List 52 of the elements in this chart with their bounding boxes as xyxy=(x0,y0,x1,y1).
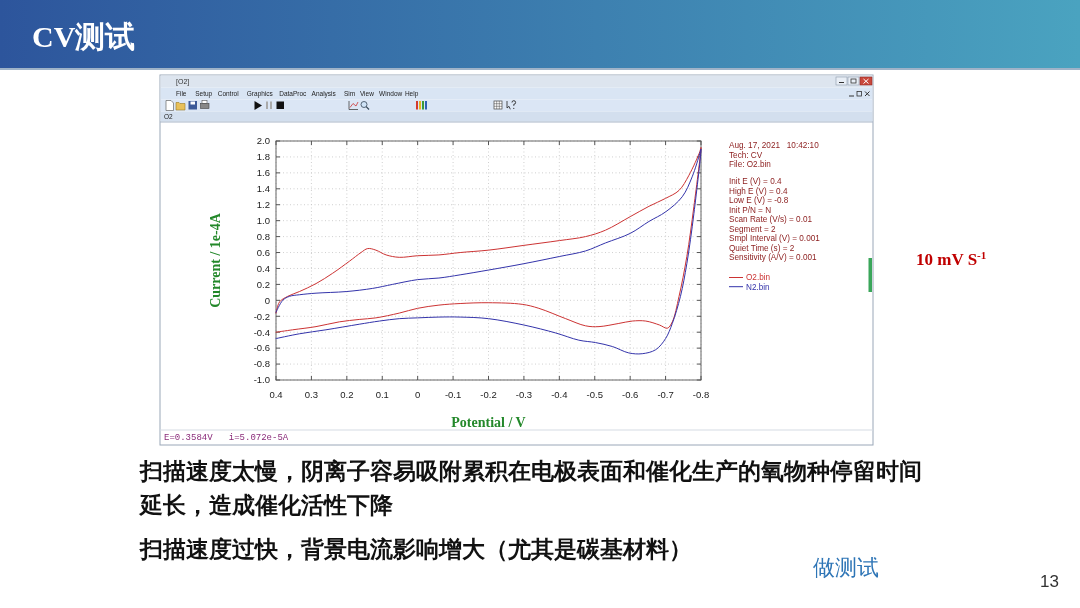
legend-label: N2.bin xyxy=(746,282,771,292)
text: 扫描速度太慢，阴离子容易吸附累积在电极表面和催化生产的氧物种停留时间延长，造成催化活性下降 xyxy=(138,458,922,518)
y-tick-label: 0.8 xyxy=(256,230,270,242)
text: 10 mV S$^{-1}$ xyxy=(916,249,987,269)
y-tick-label: 1.0 xyxy=(256,214,270,226)
text: Init P/N = N xyxy=(729,205,772,215)
x-tick-label: -0.7 xyxy=(657,389,674,400)
x-axis-title: Potential / V xyxy=(451,415,526,430)
text: Quiet Time (s) = 2 xyxy=(729,243,795,253)
x-tick-label: 0.1 xyxy=(375,389,389,400)
text: 做测试 xyxy=(813,555,879,580)
y-tick-label: 1.8 xyxy=(256,151,270,163)
legend-label: O2.bin xyxy=(746,273,771,283)
x-tick-label: 0.4 xyxy=(269,389,283,400)
text: 扫描速度过快，背景电流影响增大（尤其是碳基材料） xyxy=(139,536,692,562)
x-tick-label: -0.8 xyxy=(692,389,710,400)
text: Segment = 2 xyxy=(729,224,777,234)
text: 13 xyxy=(1040,572,1059,591)
text: Smpl Interval (V) = 0.001 xyxy=(729,234,821,243)
x-tick-label: -0.3 xyxy=(515,389,533,400)
x-tick-label: -0.2 xyxy=(480,389,497,400)
x-tick-label: 0 xyxy=(415,389,421,400)
x-tick-label: 0.2 xyxy=(340,389,354,400)
text: Tech: CV xyxy=(729,151,763,160)
y-tick-label: -0.4 xyxy=(253,326,270,338)
y-tick-label: -0.2 xyxy=(253,310,270,322)
y-tick-label: 1.4 xyxy=(256,183,270,195)
x-tick-label: -0.1 xyxy=(444,389,462,400)
y-tick-label: 0.6 xyxy=(256,246,270,258)
text: File: O2.bin xyxy=(729,160,772,169)
text: Scan Rate (V/s) = 0.01 xyxy=(729,215,813,224)
y-tick-label: 0 xyxy=(264,294,270,306)
x-tick-label: -0.6 xyxy=(621,389,639,400)
text: High E (V) = 0.4 xyxy=(729,186,788,196)
text: Aug. 17, 2021 10:42:10 xyxy=(729,141,820,150)
y-axis-title: Current / 1e-4A xyxy=(208,212,223,308)
x-tick-label: -0.4 xyxy=(551,389,568,400)
y-tick-label: 1.2 xyxy=(256,199,270,211)
text: Low E (V) = -0.8 xyxy=(729,196,789,205)
x-tick-label: -0.5 xyxy=(586,389,603,400)
text: Sensitivity (A/V) = 0.001 xyxy=(729,253,818,262)
chart-title: CV测试 xyxy=(32,20,136,53)
y-tick-label: 1.6 xyxy=(256,167,270,179)
y-tick-label: 0.4 xyxy=(256,262,270,274)
text: Init E (V) = 0.4 xyxy=(729,177,783,186)
y-tick-label: -0.6 xyxy=(253,342,270,354)
y-tick-label: -1.0 xyxy=(253,374,270,386)
y-tick-label: 2.0 xyxy=(256,135,270,147)
y-tick-label: -0.8 xyxy=(253,358,270,370)
x-tick-label: 0.3 xyxy=(304,389,319,400)
y-tick-label: 0.2 xyxy=(256,278,270,290)
text: E=0.3584V i=5.072e-5A xyxy=(164,433,289,443)
